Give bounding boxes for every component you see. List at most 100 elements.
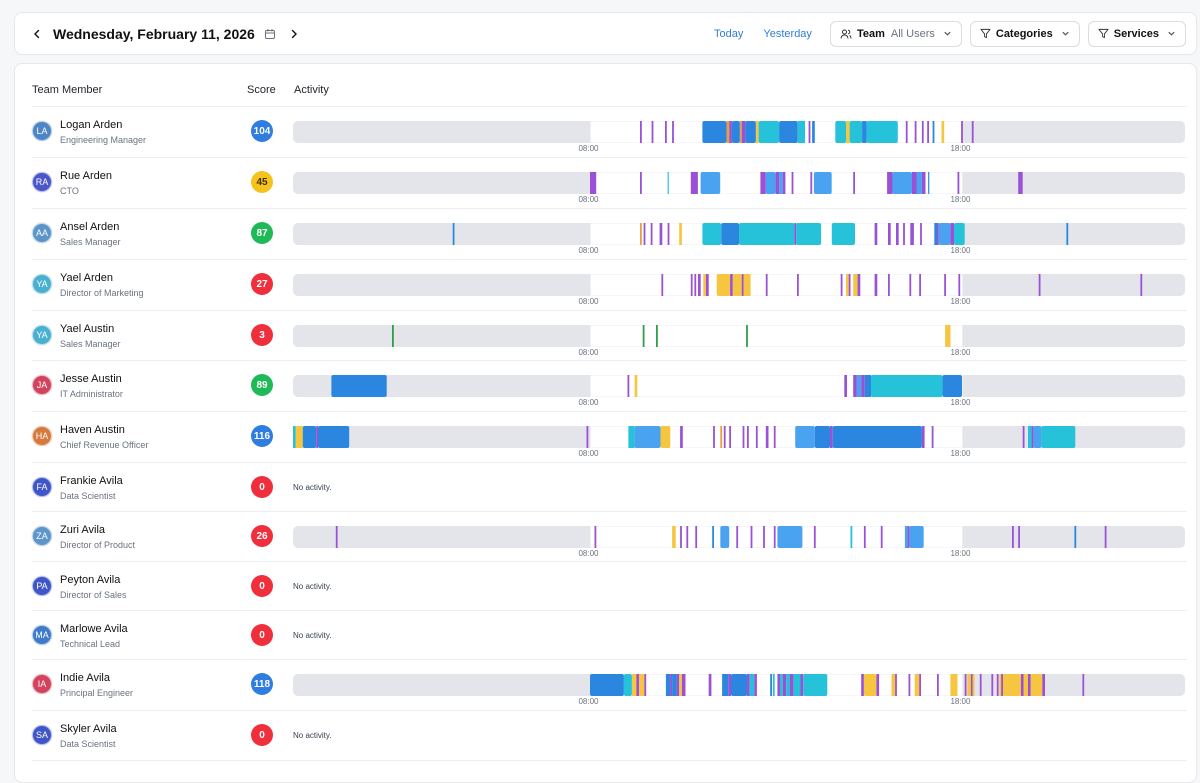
activity-segment-purple (335, 526, 338, 548)
activity-segment-lightblue (720, 526, 730, 548)
chevron-right-icon (291, 29, 297, 38)
activity-timeline[interactable] (293, 325, 1185, 347)
activity-segment-purple (640, 121, 642, 143)
activity-segment-purple (741, 121, 746, 143)
member-name[interactable]: Rue Arden (60, 170, 112, 182)
score-badge: 3 (251, 324, 273, 346)
table-row[interactable]: AA Ansel Arden Sales Manager 87 08:00 18:00 (32, 209, 1187, 260)
member-name[interactable]: Yael Austin (60, 323, 115, 335)
table-row[interactable]: ZA Zuri Avila Director of Product 26 08:00 18… (32, 512, 1187, 562)
activity-segment-purple (931, 426, 934, 448)
activity-segment-cyan (293, 426, 296, 448)
avatar: SA (32, 725, 52, 745)
table-row[interactable]: YA Yael Arden Director of Marketing 27 08:00… (32, 260, 1187, 311)
activity-segment-purple (909, 274, 912, 296)
activity-segment-purple (840, 274, 843, 296)
chevron-down-icon (1061, 29, 1070, 38)
activity-segment-purple (957, 172, 960, 194)
activity-segment-purple (880, 526, 883, 548)
activity-segment-purple (742, 426, 745, 448)
activity-segment-purple (958, 274, 961, 296)
activity-segment-purple (908, 674, 911, 696)
activity-segment-yellow (632, 674, 637, 696)
chevron-left-icon (34, 29, 40, 38)
activity-segment-purple (888, 223, 891, 245)
services-filter[interactable]: Services (1087, 20, 1186, 47)
member-name[interactable]: Jesse Austin (60, 373, 122, 385)
categories-filter[interactable]: Categories (969, 20, 1080, 47)
activity-segment-blue (318, 426, 350, 448)
activity-segment-purple (627, 375, 630, 397)
activity-segment-blue (864, 375, 871, 397)
activity-segment-purple (650, 223, 653, 245)
activity-segment-yellow (950, 674, 958, 696)
activity-segment-purple (1020, 674, 1024, 696)
calendar-icon[interactable] (262, 26, 278, 42)
activity-segment-yellow (679, 223, 682, 245)
activity-segment-purple (763, 526, 765, 548)
activity-segment-orange (739, 121, 742, 143)
timeline-bar (293, 526, 1185, 548)
activity-segment-blue (745, 121, 756, 143)
activity-timeline[interactable] (293, 426, 1185, 448)
member-name[interactable]: Skyler Avila (60, 723, 117, 735)
today-button[interactable]: Today (714, 27, 744, 40)
activity-segment-cyan (628, 426, 635, 448)
date-toolbar: Wednesday, February 11, 2026 Today Yeste… (14, 12, 1197, 55)
activity-segment-orange (720, 426, 723, 448)
yesterday-button[interactable]: Yesterday (763, 27, 812, 40)
table-row[interactable]: LA Logan Arden Engineering Manager 104 08:00… (32, 107, 1187, 158)
activity-timeline[interactable] (293, 274, 1185, 296)
activity-segment-purple (853, 172, 855, 194)
member-name[interactable]: Ansel Arden (60, 221, 120, 233)
member-name[interactable]: Marlowe Avila (60, 623, 128, 635)
activity-timeline[interactable] (293, 172, 1185, 194)
activity-segment-yellow (639, 674, 645, 696)
activity-segment-cyan (739, 223, 795, 245)
member-name[interactable]: Haven Austin (60, 424, 125, 436)
member-name[interactable]: Peyton Avila (60, 574, 121, 586)
activity-segment-cyan (780, 674, 783, 696)
next-day-button[interactable] (284, 24, 304, 44)
activity-timeline[interactable] (293, 526, 1185, 548)
table-row[interactable]: MA Marlowe Avila Technical Lead 0 No activit… (32, 611, 1187, 660)
table-row[interactable]: RA Rue Arden CTO 45 08:00 18:00 (32, 158, 1187, 209)
activity-segment-purple (728, 674, 731, 696)
activity-timeline[interactable] (293, 223, 1185, 245)
table-row[interactable]: FA Frankie Avila Data Scientist 0 No activit… (32, 463, 1187, 512)
activity-segment-purple (970, 674, 973, 696)
table-row[interactable]: SA Skyler Avila Data Scientist 0 No activity… (32, 711, 1187, 761)
member-name[interactable]: Logan Arden (60, 119, 123, 131)
table-row[interactable]: JA Jesse Austin IT Administrator 89 08:00 18:… (32, 361, 1187, 412)
activity-segment-purple (747, 674, 750, 696)
activity-segment-purple (698, 274, 701, 296)
member-name[interactable]: Indie Avila (60, 672, 110, 684)
no-activity-text: No activity. (293, 483, 332, 492)
team-filter[interactable]: Team All Users (829, 20, 962, 47)
activity-timeline[interactable] (293, 375, 1185, 397)
table-row[interactable]: YA Yael Austin Sales Manager 3 08:00 18:00 (32, 311, 1187, 361)
tick-label-end: 18:00 (950, 549, 971, 558)
activity-segment-yellow (672, 526, 676, 548)
avatar: HA (32, 426, 52, 446)
activity-segment-purple (729, 426, 731, 448)
table-row[interactable]: IA Indie Avila Principal Engineer 118 08:00 1… (32, 660, 1187, 711)
avatar: AA (32, 223, 52, 243)
activity-segment-lightblue (938, 223, 951, 245)
activity-timeline[interactable] (293, 674, 1185, 696)
activity-segment-purple (643, 223, 646, 245)
activity-timeline[interactable] (293, 121, 1185, 143)
member-name[interactable]: Frankie Avila (60, 475, 123, 487)
activity-segment-purple (1022, 426, 1025, 448)
activity-segment-cyan (1041, 426, 1076, 448)
activity-segment-lightblue (813, 172, 832, 194)
member-name[interactable]: Zuri Avila (60, 524, 106, 536)
activity-segment-yellow (972, 674, 975, 696)
prev-day-button[interactable] (27, 24, 47, 44)
activity-segment-purple (695, 526, 698, 548)
tick-label-start: 08:00 (578, 144, 599, 153)
activity-segment-purple (996, 674, 999, 696)
table-row[interactable]: HA Haven Austin Chief Revenue Officer 116 08… (32, 412, 1187, 463)
member-name[interactable]: Yael Arden (60, 272, 114, 284)
table-row[interactable]: PA Peyton Avila Director of Sales 0 No activ… (32, 562, 1187, 611)
